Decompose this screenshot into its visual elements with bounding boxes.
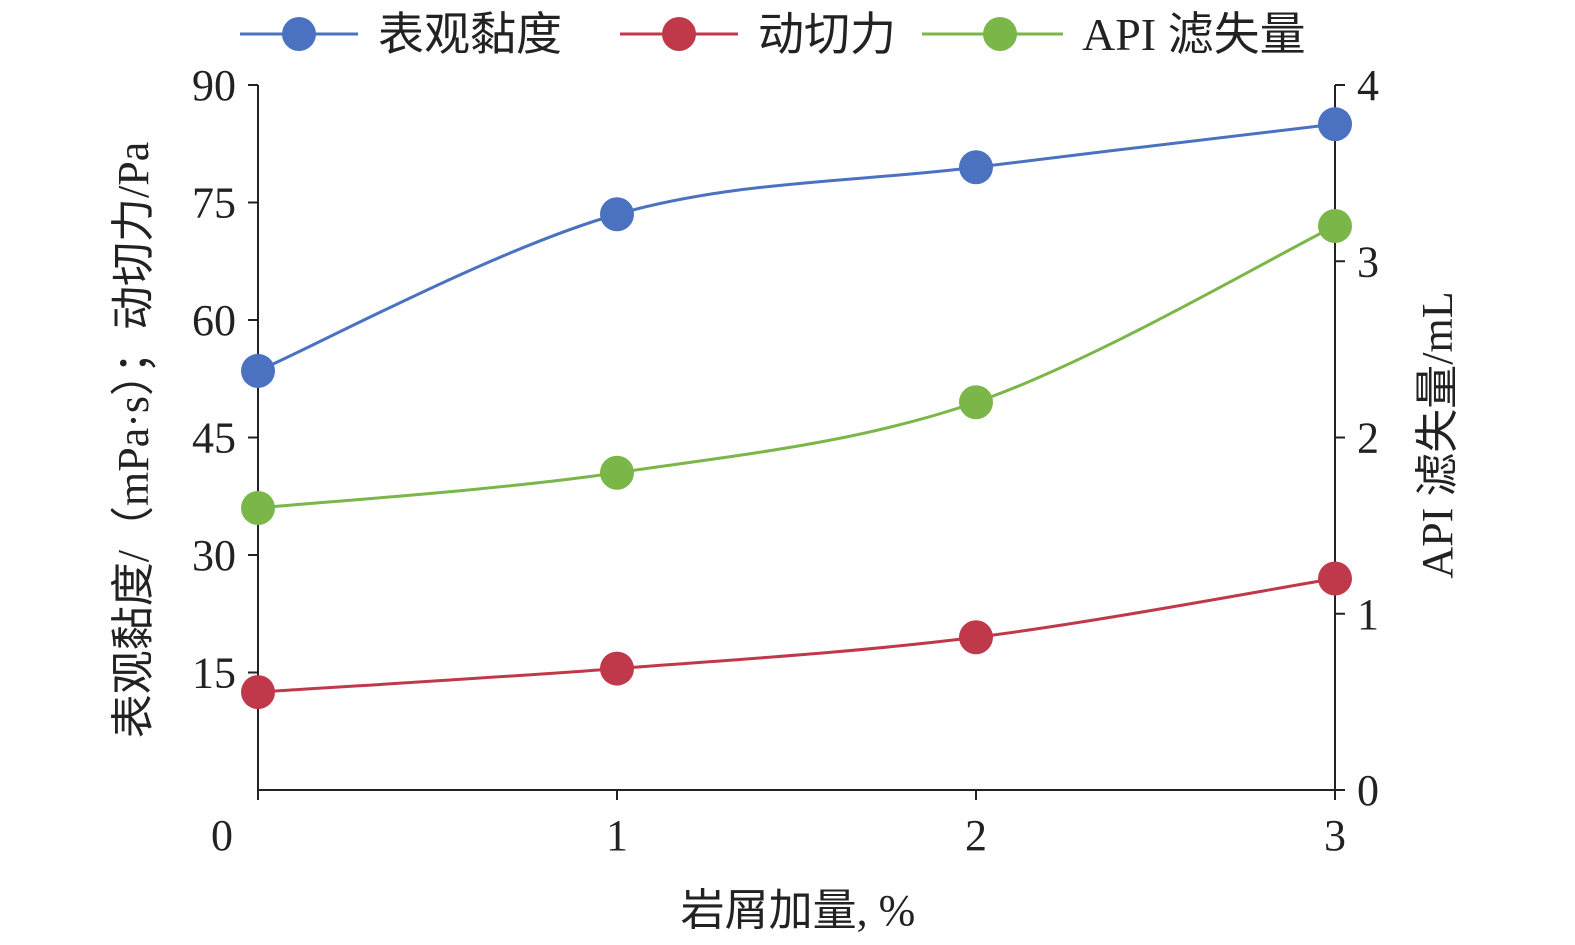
x-tick-label: 1	[606, 811, 628, 860]
legend: 表观黏度 动切力 API 滤失量	[240, 9, 1306, 60]
series-3-point	[959, 385, 993, 420]
y-right-tick-label: 4	[1357, 61, 1379, 110]
legend-marker	[282, 17, 316, 51]
series-1-point	[1318, 107, 1352, 142]
x-tick-label: 0	[211, 811, 233, 860]
legend-marker	[662, 17, 696, 51]
series-2-point	[959, 620, 993, 655]
series-1-point	[241, 353, 275, 388]
legend-label: API 滤失量	[1082, 9, 1306, 60]
series-1-point	[600, 197, 634, 232]
x-tick-label: 2	[965, 811, 987, 860]
series-2-point	[600, 651, 634, 686]
x-axis-title: 岩屑加量, %	[681, 886, 916, 935]
legend-label: 动切力	[758, 9, 896, 60]
y-right-tick-label: 3	[1357, 237, 1379, 286]
y-left-tick-label: 90	[192, 61, 236, 110]
x-tick-label: 3	[1324, 811, 1346, 860]
y-left-tick-label: 75	[192, 179, 236, 228]
series-2-point	[241, 675, 275, 710]
y-left-axis-title: 表观黏度/（mPa·s）；动切力/Pa	[109, 142, 158, 738]
y-left-tick-label: 45	[192, 414, 236, 463]
series-3-point	[1318, 209, 1352, 243]
y-left-tick-label: 60	[192, 296, 236, 345]
y-right-tick-label: 1	[1357, 590, 1379, 639]
series-2-point	[1318, 561, 1352, 596]
legend-label: 表观黏度	[378, 9, 562, 60]
series-line-1	[257, 122, 1336, 373]
y-left-tick-label: 15	[192, 649, 236, 698]
series-layer	[241, 107, 1352, 710]
y-right-axis-title: API 滤失量/mL	[1413, 291, 1462, 578]
series-line-2	[257, 577, 1336, 694]
series-3-point	[241, 491, 275, 525]
series-line-3	[257, 224, 1336, 510]
legend-marker	[983, 17, 1017, 51]
y-right-tick-label: 2	[1357, 414, 1379, 463]
y-right-tick-label: 0	[1357, 766, 1379, 815]
series-1-point	[959, 150, 993, 185]
series-3-point	[600, 455, 634, 490]
axes: 15 30 45 60 75 90 0 1 2 3 4 0 1 2 3	[192, 61, 1379, 860]
y-left-tick-label: 30	[192, 531, 236, 580]
